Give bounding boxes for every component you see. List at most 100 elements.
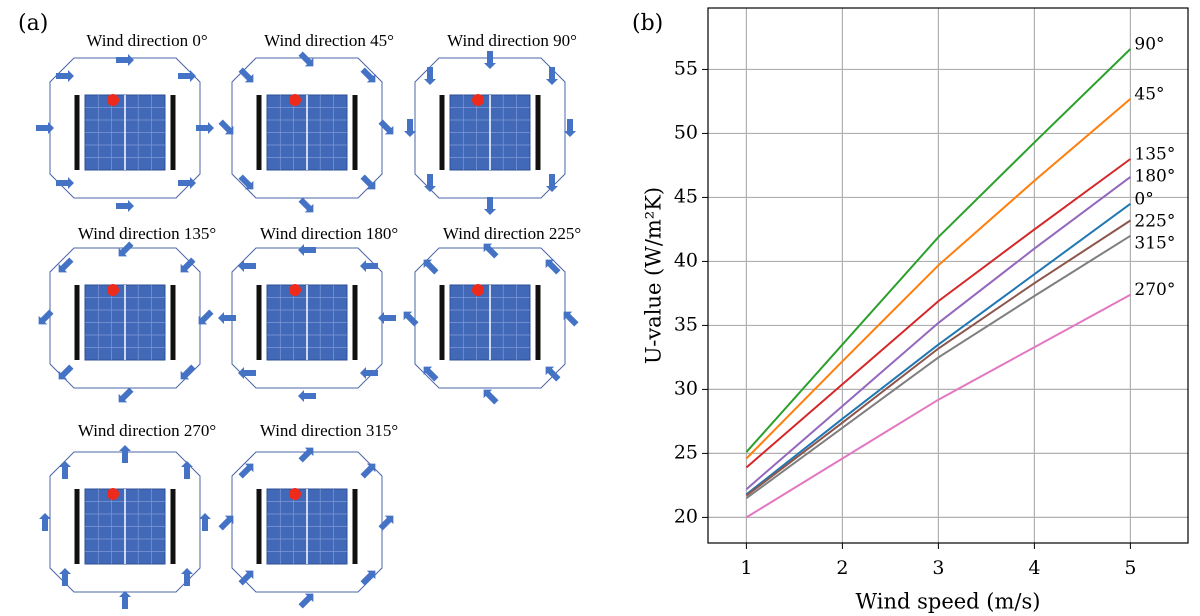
arrow-shape xyxy=(378,312,396,324)
arrow-shape xyxy=(483,389,499,405)
arrow-shape xyxy=(118,387,134,403)
wind-arrow xyxy=(238,463,254,479)
arrow-shape xyxy=(360,570,376,586)
arrow-shape xyxy=(119,445,131,463)
arrow-shape xyxy=(181,461,193,479)
series-label: 180° xyxy=(1134,167,1175,187)
side-bar xyxy=(535,95,541,170)
wind-arrow xyxy=(38,309,54,325)
series-label: 270° xyxy=(1134,280,1175,300)
wind-arrow xyxy=(198,309,214,325)
arrow-shape xyxy=(403,311,419,327)
diagram-title: Wind direction 315° xyxy=(260,421,398,440)
side-bar xyxy=(170,95,176,170)
wind-arrow xyxy=(178,177,196,189)
diagram-title: Wind direction 180° xyxy=(260,224,398,243)
diagram xyxy=(218,447,394,609)
panel-label: (a) xyxy=(18,11,48,36)
x-tick-label: 4 xyxy=(1028,557,1040,579)
arrow-shape xyxy=(238,570,254,586)
wind-arrow xyxy=(298,197,314,213)
sensor xyxy=(107,488,119,500)
wind-arrow xyxy=(56,70,74,82)
arrow-shape xyxy=(424,174,436,192)
wind-arrow xyxy=(118,241,134,257)
y-tick-label: 45 xyxy=(674,185,698,207)
wind-arrow xyxy=(59,461,71,479)
arrow-shape xyxy=(218,312,236,324)
arrow-shape xyxy=(199,513,211,531)
arrow-shape xyxy=(483,243,499,259)
arrow-shape xyxy=(178,70,196,82)
side-bar xyxy=(352,489,358,564)
series-line xyxy=(745,202,1131,496)
wind-arrow xyxy=(218,312,236,324)
sensor xyxy=(289,284,301,296)
wind-arrow xyxy=(545,259,561,275)
diagram-title: Wind direction 135° xyxy=(78,224,216,243)
wind-arrow xyxy=(218,119,234,135)
arrow-shape xyxy=(118,241,134,257)
arrow-shape xyxy=(178,177,196,189)
y-tick-label: 30 xyxy=(674,377,698,399)
y-tick-label: 20 xyxy=(674,505,698,527)
wind-arrow xyxy=(378,119,394,135)
panel-label: (b) xyxy=(632,11,663,36)
arrow-shape xyxy=(360,367,378,379)
wind-arrow xyxy=(199,513,211,531)
arrow-shape xyxy=(180,257,196,273)
x-tick-label: 1 xyxy=(740,557,752,579)
enclosure xyxy=(231,57,383,199)
arrow-shape xyxy=(360,67,376,83)
side-bar xyxy=(74,285,80,360)
plot-frame xyxy=(707,7,1189,544)
wind-arrow xyxy=(298,390,316,402)
wind-arrow xyxy=(484,197,496,215)
wind-arrow xyxy=(360,174,376,190)
arrow-shape xyxy=(378,119,394,135)
y-tick-label: 25 xyxy=(674,441,698,463)
x-tick-label: 5 xyxy=(1124,557,1136,579)
diagram-title: Wind direction 90° xyxy=(447,31,577,50)
arrow-shape xyxy=(198,309,214,325)
side-bar xyxy=(170,285,176,360)
wind-arrow xyxy=(181,461,193,479)
arrow-shape xyxy=(298,447,314,463)
wind-arrow xyxy=(180,364,196,380)
series-line xyxy=(745,158,1131,469)
diagram xyxy=(36,54,214,212)
side-bar xyxy=(352,95,358,170)
y-tick-label: 35 xyxy=(674,313,698,335)
sensor xyxy=(289,488,301,500)
diagram xyxy=(403,243,579,405)
enclosure xyxy=(414,247,566,389)
arrow-shape xyxy=(298,51,314,67)
series-label: 0° xyxy=(1134,189,1153,209)
arrow-shape xyxy=(39,513,51,531)
series-line xyxy=(745,234,1131,500)
wind-arrow xyxy=(238,570,254,586)
wind-arrow xyxy=(119,445,131,463)
diagram xyxy=(218,51,394,213)
diagram xyxy=(404,51,576,215)
enclosure xyxy=(414,57,566,199)
series-line xyxy=(745,98,1132,460)
wind-arrow xyxy=(298,447,314,463)
wind-arrow xyxy=(196,122,214,134)
arrow-shape xyxy=(238,174,254,190)
arrow-shape xyxy=(119,591,131,609)
diagram-title: Wind direction 45° xyxy=(264,31,394,50)
wind-arrow xyxy=(403,311,419,327)
diagram xyxy=(38,241,214,403)
arrow-shape xyxy=(298,390,316,402)
x-tick-label: 2 xyxy=(836,557,848,579)
series-label: 90° xyxy=(1134,34,1164,54)
arrow-shape xyxy=(404,119,416,137)
side-bar xyxy=(74,95,80,170)
y-axis-label: U-value (W/m²K) xyxy=(642,187,666,364)
wind-arrow xyxy=(116,54,134,66)
arrow-shape xyxy=(56,70,74,82)
arrow-shape xyxy=(360,260,378,272)
diagram-title: Wind direction 0° xyxy=(86,31,207,50)
arrow-shape xyxy=(180,364,196,380)
